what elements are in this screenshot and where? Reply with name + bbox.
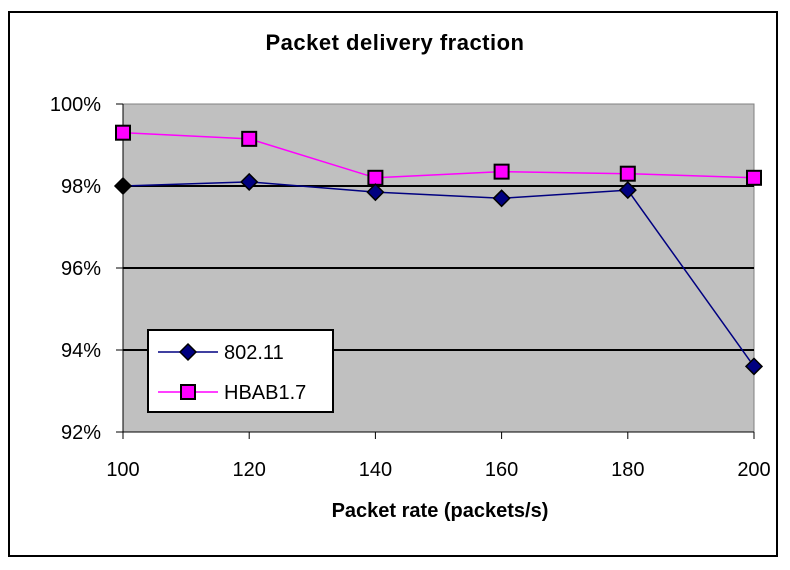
y-tick-label: 92% [61,422,101,444]
y-tick-label: 100% [50,94,101,116]
x-axis-label: Packet rate (packets/s) [331,500,549,522]
series-line-hbab1-7 [122,131,755,179]
x-tick-label: 160 [485,459,518,481]
square-marker [619,165,636,182]
square-marker [367,169,384,186]
x-tick-label: 140 [359,459,392,481]
x-tick-label: 100 [106,459,139,481]
y-tick-label: 96% [61,258,101,280]
y-tick-label: 94% [61,340,101,362]
square-marker [746,169,762,186]
x-tick-label: 200 [737,459,770,481]
diamond-marker [113,176,133,196]
diamond-marker [492,189,511,208]
diamond-marker [618,181,637,200]
diamond-marker [366,183,385,202]
legend-square-icon [180,384,196,400]
legend-label: HBAB1.7 [224,382,306,404]
square-marker [241,130,258,147]
square-marker [493,163,510,180]
legend-diamond-icon [178,342,198,362]
legend-label: 802.11 [224,342,284,364]
series-line-802-11 [122,181,755,367]
diamond-marker [240,172,259,191]
x-tick-label: 120 [233,459,266,481]
legend [147,329,334,413]
y-tick-label: 98% [61,176,101,198]
diamond-marker [744,357,764,376]
square-marker [115,124,131,141]
x-tick-label: 180 [611,459,644,481]
chart-title: Packet delivery fraction [265,30,525,55]
